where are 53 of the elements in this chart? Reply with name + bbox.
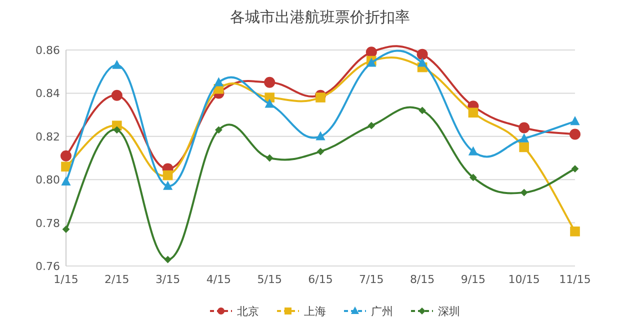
x-tick-label: 11/15 xyxy=(559,273,591,286)
x-tick-label: 1/15 xyxy=(54,273,78,286)
point xyxy=(316,131,326,140)
y-tick-label: 0.80 xyxy=(36,174,60,187)
point xyxy=(519,133,529,142)
x-tick-label: 8/15 xyxy=(410,273,435,286)
point xyxy=(470,174,477,182)
point xyxy=(112,60,122,69)
point xyxy=(520,188,528,196)
legend-label: 广州 xyxy=(371,305,393,318)
point xyxy=(518,122,530,134)
point xyxy=(264,76,276,88)
point xyxy=(113,126,121,134)
legend-label: 北京 xyxy=(237,305,259,318)
point xyxy=(519,142,529,152)
y-tick-label: 0.84 xyxy=(36,87,60,100)
point xyxy=(264,98,274,108)
x-tick-label: 10/15 xyxy=(508,273,540,286)
point xyxy=(60,150,72,162)
x-tick-label: 4/15 xyxy=(206,273,232,286)
point xyxy=(418,106,426,114)
point xyxy=(111,90,122,101)
point xyxy=(418,58,428,67)
point xyxy=(163,180,173,190)
point xyxy=(316,148,324,156)
x-tick-label: 5/15 xyxy=(257,273,282,286)
point xyxy=(215,126,222,134)
y-tick-label: 0.78 xyxy=(36,216,60,230)
point xyxy=(214,77,224,86)
legend-label: 深圳 xyxy=(438,305,460,318)
point xyxy=(164,256,172,264)
x-tick-label: 3/15 xyxy=(155,273,180,286)
y-tick-label: 0.86 xyxy=(36,44,60,57)
x-tick-label: 2/15 xyxy=(104,273,130,286)
point xyxy=(266,154,274,162)
point xyxy=(316,92,326,102)
x-tick-label: 6/15 xyxy=(308,273,333,286)
point xyxy=(162,170,173,180)
y-tick-label: 0.76 xyxy=(36,260,60,273)
point xyxy=(368,122,376,130)
y-tick-label: 0.82 xyxy=(36,130,60,144)
point xyxy=(570,226,580,236)
legend-label: 上海 xyxy=(304,305,326,318)
point xyxy=(468,146,478,156)
x-tick-label: 9/15 xyxy=(460,273,486,286)
point xyxy=(61,176,71,186)
point xyxy=(468,108,478,118)
chart-title: 各城市出港航班票价折扣率 xyxy=(230,8,410,26)
point xyxy=(570,128,580,140)
point xyxy=(416,48,428,60)
point xyxy=(570,116,580,126)
x-tick-label: 7/15 xyxy=(359,273,384,286)
point xyxy=(61,162,71,172)
